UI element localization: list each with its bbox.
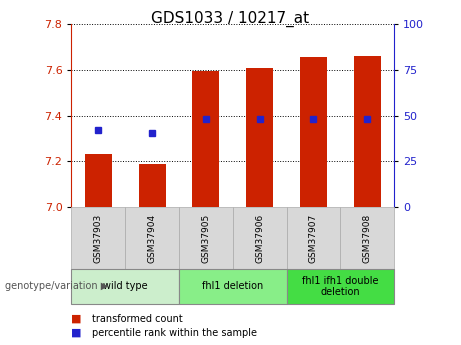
Text: GSM37904: GSM37904 xyxy=(148,214,157,263)
Text: fhl1 deletion: fhl1 deletion xyxy=(202,282,263,291)
Text: GSM37907: GSM37907 xyxy=(309,214,318,263)
Bar xyxy=(354,56,381,207)
Text: transformed count: transformed count xyxy=(92,314,183,324)
Text: wild type: wild type xyxy=(103,282,148,291)
Text: GSM37905: GSM37905 xyxy=(201,214,210,263)
Text: GDS1033 / 10217_at: GDS1033 / 10217_at xyxy=(151,10,310,27)
Text: GSM37908: GSM37908 xyxy=(363,214,372,263)
Text: ■: ■ xyxy=(71,328,82,338)
Text: GSM37903: GSM37903 xyxy=(94,214,103,263)
Bar xyxy=(300,57,327,207)
Bar xyxy=(139,164,165,207)
Bar xyxy=(246,68,273,207)
Text: GSM37906: GSM37906 xyxy=(255,214,264,263)
Bar xyxy=(193,71,219,207)
Text: genotype/variation ▶: genotype/variation ▶ xyxy=(5,282,108,291)
Bar xyxy=(85,155,112,207)
Text: percentile rank within the sample: percentile rank within the sample xyxy=(92,328,257,338)
Text: fhl1 ifh1 double
deletion: fhl1 ifh1 double deletion xyxy=(302,276,378,297)
Text: ■: ■ xyxy=(71,314,82,324)
